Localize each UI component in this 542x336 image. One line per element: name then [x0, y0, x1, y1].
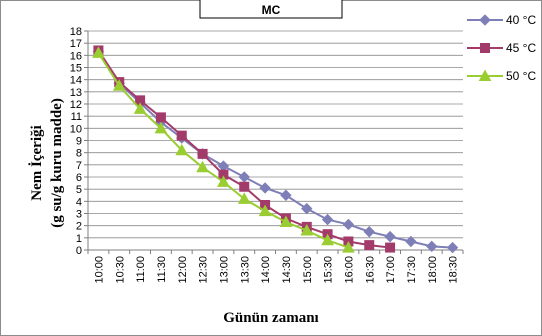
y-tick-label: 2 [76, 221, 82, 233]
chart-title: MC [262, 3, 281, 17]
legend-item: 40 °C [467, 13, 536, 27]
y-tick-label: 5 [76, 184, 82, 196]
x-tick-label: 12:30 [198, 256, 210, 284]
y-tick-label: 17 [70, 38, 82, 50]
x-tick-label: 17:00 [385, 256, 397, 284]
series-0 [92, 45, 459, 254]
x-tick-label: 13:00 [218, 256, 230, 284]
data-point [133, 102, 147, 114]
x-tick-label: 15:00 [302, 256, 314, 284]
y-tick-label: 9 [76, 136, 82, 148]
y-axis-title-line2: (g su/g kuru madde) [49, 98, 65, 228]
data-point [321, 213, 334, 226]
y-tick-label: 6 [76, 172, 82, 184]
x-tick-label: 14:00 [260, 256, 272, 284]
legend-marker [478, 69, 492, 81]
chart-title-box [199, 0, 343, 19]
data-point [385, 242, 396, 253]
data-point [342, 218, 355, 231]
x-tick-label: 12:00 [177, 256, 189, 284]
x-tick-label: 10:00 [93, 256, 105, 284]
data-point [363, 226, 375, 238]
data-point [364, 240, 375, 251]
x-tick-label: 14:30 [281, 256, 293, 284]
data-point [426, 240, 438, 253]
y-axis-title-line1: Nem İçeriği [28, 125, 45, 200]
data-point [196, 160, 209, 173]
data-point [384, 230, 396, 243]
legend-label: 50 °C [506, 69, 536, 83]
data-point [217, 160, 230, 172]
series-group [92, 45, 459, 254]
y-tick-label: 13 [70, 87, 82, 99]
x-axis-title: Günün zamanı [223, 310, 318, 326]
x-tick-labels: 10:00 10:30 11:00 11:30 12:00 12:30 13:00 13:30… [93, 256, 459, 284]
y-tick-label: 3 [76, 209, 82, 221]
data-point [237, 192, 251, 204]
y-tick-label: 7 [76, 160, 82, 172]
y-tick-label: 16 [70, 50, 82, 62]
data-point [155, 112, 166, 123]
gridlines [84, 30, 464, 254]
series-line [97, 52, 349, 249]
y-tick-label: 18 [70, 26, 82, 38]
legend-label: 40 °C [506, 13, 536, 27]
y-tick-label: 14 [70, 75, 82, 87]
x-tick-label: 18:30 [448, 256, 460, 284]
data-point [259, 182, 271, 194]
y-tick-label: 11 [71, 111, 82, 123]
y-tick-label: 10 [70, 123, 82, 135]
x-tick-label: 10:30 [114, 256, 126, 284]
x-tick-label: 16:00 [343, 256, 355, 284]
x-tick-label: 11:30 [156, 256, 168, 283]
data-point [92, 46, 105, 58]
data-point [112, 79, 126, 91]
x-tick-label: 17:30 [406, 256, 418, 284]
data-point [301, 202, 313, 215]
y-tick-label: 15 [70, 63, 82, 75]
x-tick-label: 15:30 [323, 256, 335, 284]
y-tick-label: 8 [76, 148, 82, 160]
data-point [258, 204, 272, 217]
y-tick-label: 1 [76, 233, 82, 245]
y-tick-label: 0 [76, 245, 82, 257]
legend-item: 50 °C [467, 69, 536, 83]
x-tick-label: 13:30 [239, 256, 251, 284]
series-line [97, 51, 453, 249]
x-tick-label: 16:30 [364, 256, 376, 284]
data-point [238, 171, 250, 183]
legend-marker [479, 14, 491, 26]
data-point [405, 235, 417, 248]
data-point [321, 233, 334, 246]
data-point [197, 148, 208, 159]
data-point [280, 189, 292, 201]
data-point [342, 241, 355, 253]
data-point [154, 121, 168, 134]
x-tick-label: 11:00 [135, 256, 147, 283]
data-point [300, 223, 314, 236]
data-point [446, 241, 459, 254]
data-point [239, 181, 250, 192]
y-tick-label: 4 [76, 196, 82, 208]
legend-item: 45 °C [467, 41, 536, 55]
series-2 [92, 46, 355, 253]
data-point [279, 215, 293, 228]
legend-label: 45 °C [506, 41, 536, 55]
legend-marker [480, 43, 490, 53]
data-point [176, 130, 187, 141]
x-tick-label: 18:00 [427, 256, 439, 284]
legend: 40 °C 45 °C 50 °C [467, 13, 536, 83]
data-point [175, 143, 189, 156]
y-tick-label: 12 [70, 99, 82, 111]
data-point [217, 175, 230, 187]
